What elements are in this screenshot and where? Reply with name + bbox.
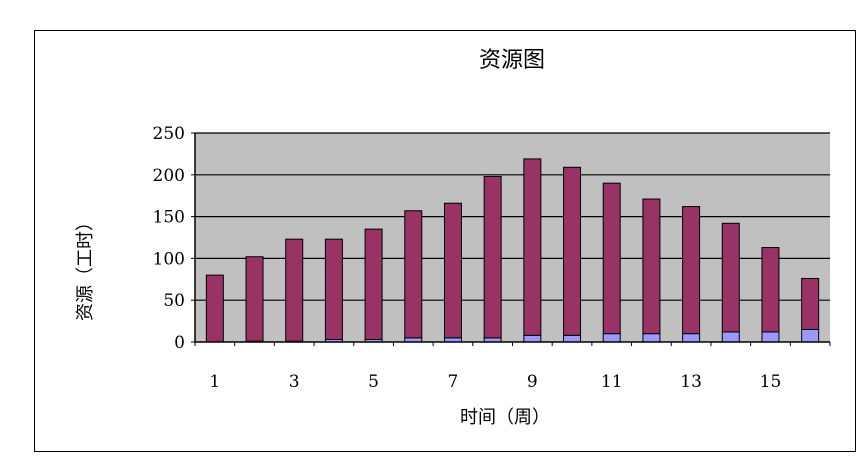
bar-segment — [524, 335, 541, 342]
x-tick-label: 13 — [680, 372, 702, 392]
y-tick-label: 200 — [153, 166, 185, 186]
bar-segment — [564, 167, 581, 335]
x-tick-label: 9 — [527, 372, 538, 392]
y-tick-label: 0 — [174, 333, 185, 353]
bar-segment — [683, 334, 700, 342]
x-tick-label: 15 — [760, 372, 782, 392]
x-tick-label: 7 — [448, 372, 459, 392]
x-tick-label: 3 — [289, 372, 300, 392]
bar-segment — [286, 239, 303, 341]
bar-segment — [484, 176, 501, 337]
bar-segment — [722, 223, 739, 332]
bar-segment — [365, 229, 382, 339]
bar-segment — [683, 207, 700, 334]
x-tick-label: 5 — [368, 372, 379, 392]
y-tick-label: 50 — [163, 291, 185, 311]
bar-segment — [524, 159, 541, 335]
y-tick-label: 150 — [153, 208, 185, 228]
y-axis-label: 资源（工时） — [75, 213, 96, 321]
y-tick-label: 250 — [153, 124, 185, 144]
x-tick-label: 11 — [601, 372, 623, 392]
bar-segment — [325, 239, 342, 339]
x-axis-label: 时间（周） — [460, 407, 550, 428]
bar-segment — [802, 278, 819, 329]
bar-segment — [722, 332, 739, 342]
bar-segment — [762, 248, 779, 332]
chart-frame: 资源图 资源（工时） 时间（周） 0 50 100 150 200 250 1 3 5 7 9 11 1… — [34, 30, 856, 452]
bar-segment — [643, 334, 660, 342]
bar-segment — [206, 275, 223, 342]
bar-segment — [603, 334, 620, 342]
bar-segment — [246, 257, 263, 341]
x-tick-label: 1 — [209, 372, 220, 392]
y-tick-label: 100 — [153, 249, 185, 269]
bar-segment — [802, 329, 819, 342]
bar-segment — [564, 335, 581, 342]
bar-segment — [643, 199, 660, 334]
bar-segment — [603, 183, 620, 333]
bar-segment — [405, 211, 422, 338]
bar-segment — [444, 203, 461, 338]
chart-title: 资源图 — [479, 48, 545, 73]
bar-segment — [762, 332, 779, 342]
